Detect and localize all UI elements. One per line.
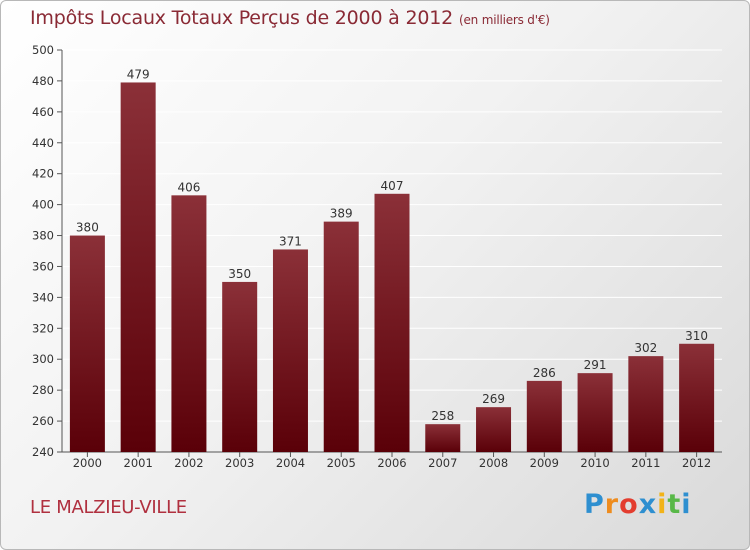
y-tick-label: 460 xyxy=(32,105,54,119)
data-label-2006: 407 xyxy=(381,179,404,193)
labels: 240 260 280 300 320 340 360 380 400 420 440 460 480 5… xyxy=(32,43,711,470)
x-tick-label-2000: 2000 xyxy=(73,456,102,470)
data-label-2004: 371 xyxy=(279,234,302,248)
y-tick-label: 360 xyxy=(32,259,54,273)
logo-letter: t xyxy=(667,489,682,520)
data-label-2000: 380 xyxy=(76,221,99,235)
x-tick-label-2009: 2009 xyxy=(530,456,559,470)
proxiti-logo[interactable]: Proxiti xyxy=(584,489,692,520)
logo-letter: i xyxy=(681,489,692,520)
y-tick-label: 260 xyxy=(32,414,54,428)
bar-2006 xyxy=(374,193,410,453)
x-tick-label-2007: 2007 xyxy=(428,456,457,470)
bar-2009 xyxy=(526,380,562,452)
x-tick-label-2006: 2006 xyxy=(377,456,406,470)
data-label-2003: 350 xyxy=(228,267,251,281)
data-label-2007: 258 xyxy=(431,409,454,423)
y-tick-label: 340 xyxy=(32,290,54,304)
logo-letter: P xyxy=(584,489,605,520)
bar-2000 xyxy=(69,235,105,452)
data-label-2001: 479 xyxy=(127,67,150,81)
x-tick-label-2001: 2001 xyxy=(124,456,153,470)
x-tick-label-2004: 2004 xyxy=(276,456,305,470)
y-tick-label: 300 xyxy=(32,352,54,366)
data-label-2011: 302 xyxy=(634,341,657,355)
x-tick-label-2010: 2010 xyxy=(580,456,609,470)
x-tick-label-2008: 2008 xyxy=(479,456,508,470)
y-tick-label: 240 xyxy=(32,445,54,459)
bar-2007 xyxy=(425,424,461,452)
logo-letter: o xyxy=(619,489,639,520)
x-tick-label-2003: 2003 xyxy=(225,456,254,470)
x-tick-label-2012: 2012 xyxy=(682,456,711,470)
logo-letter: i xyxy=(657,489,668,520)
y-tick-label: 400 xyxy=(32,198,54,212)
data-label-2009: 286 xyxy=(533,366,556,380)
chart-title: Impôts Locaux Totaux Perçus de 2000 à 20… xyxy=(30,7,550,29)
bar-2012 xyxy=(679,343,715,452)
bar-2002 xyxy=(171,195,207,453)
logo-letter: r xyxy=(604,489,620,520)
y-tick-label: 480 xyxy=(32,74,54,88)
bar-2001 xyxy=(120,82,156,452)
x-tick-label-2002: 2002 xyxy=(174,456,203,470)
data-label-2002: 406 xyxy=(177,180,200,194)
place-name: LE MALZIEU-VILLE xyxy=(30,497,187,518)
data-label-2005: 389 xyxy=(330,207,353,221)
bar-2004 xyxy=(272,249,308,452)
bar-2011 xyxy=(628,356,664,452)
x-tick-label-2005: 2005 xyxy=(327,456,356,470)
y-tick-label: 380 xyxy=(32,229,54,243)
bar-2010 xyxy=(577,373,613,452)
bar-2003 xyxy=(222,281,258,452)
data-label-2012: 310 xyxy=(685,329,708,343)
y-tick-label: 320 xyxy=(32,321,54,335)
data-label-2010: 291 xyxy=(584,358,607,372)
data-label-2008: 269 xyxy=(482,392,505,406)
x-tick-label-2011: 2011 xyxy=(631,456,660,470)
y-tick-label: 440 xyxy=(32,136,54,150)
bars xyxy=(69,82,715,453)
logo-letter: x xyxy=(638,489,658,520)
y-tick-label: 420 xyxy=(32,167,54,181)
bar-2008 xyxy=(476,407,512,452)
chart-subtitle: (en milliers d'€) xyxy=(459,13,550,27)
bar-2005 xyxy=(323,221,359,452)
y-tick-label: 500 xyxy=(32,43,54,57)
y-tick-label: 280 xyxy=(32,383,54,397)
